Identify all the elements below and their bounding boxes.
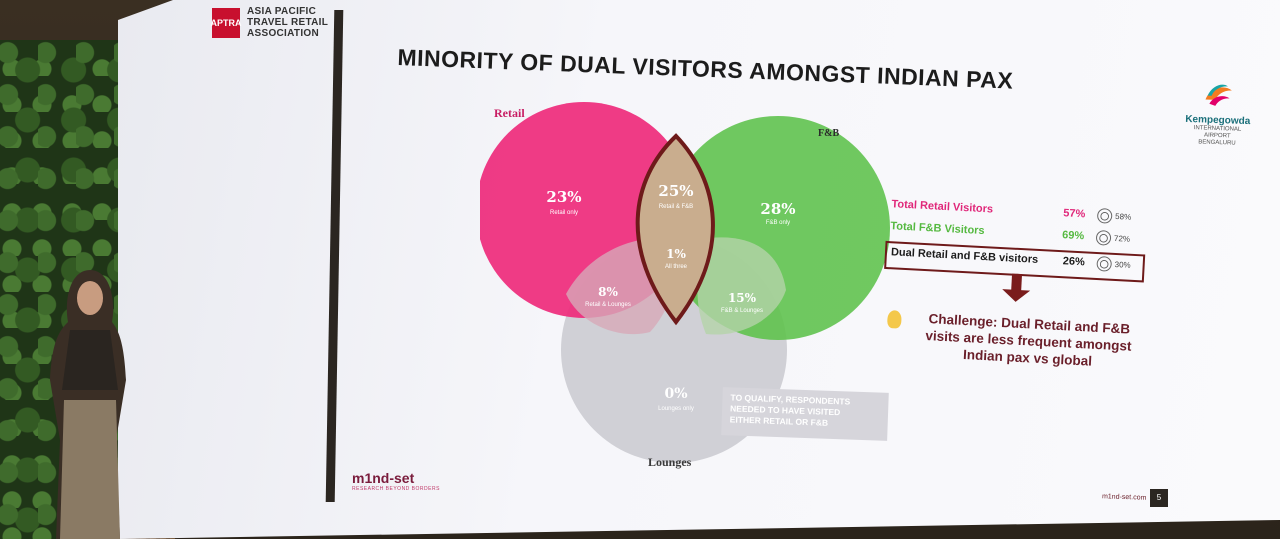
stat-label: Total Retail Visitors — [891, 198, 994, 216]
qualify-text: TO QUALIFY, RESPONDENTS NEEDED TO HAVE V… — [721, 387, 888, 436]
down-arrow-icon — [1011, 273, 1023, 293]
retail-fnb-label: Retail & F&B — [659, 204, 693, 210]
fnb-only-label: F&B only — [766, 220, 790, 226]
lounges-only-label: Lounges only — [658, 406, 694, 412]
global-value: 30% — [1114, 259, 1131, 270]
stat-value: 26% — [1062, 255, 1086, 269]
airport-bird-icon — [1205, 84, 1232, 106]
all-three-value: 1% — [666, 247, 686, 261]
page-number: 5 — [1150, 489, 1168, 507]
qualify-note: TO QUALIFY, RESPONDENTS NEEDED TO HAVE V… — [721, 387, 889, 441]
globe-icon: ◯ — [1095, 229, 1112, 246]
retail-lounges-label: Retail & Lounges — [585, 302, 631, 308]
stat-label: Dual Retail and F&B visitors — [890, 246, 1039, 266]
lounges-circle-label: Lounges — [648, 455, 692, 469]
org-line-2: TRAVEL RETAIL — [247, 17, 329, 28]
lightbulb-icon — [886, 309, 902, 329]
brand-tagline: RESEARCH BEYOND BORDERS — [352, 486, 440, 492]
global-value: 72% — [1113, 233, 1131, 244]
retail-fnb-value: 25% — [658, 182, 693, 200]
apt-ra-logo: APTRA ASIA PACIFIC TRAVEL RETAIL ASSOCIA… — [211, 6, 328, 39]
lounges-only-value: 0% — [664, 386, 687, 402]
stats-panel: Total Retail Visitors 57% ◯ 58% Total F&… — [884, 195, 1148, 293]
apt-ra-text: ASIA PACIFIC TRAVEL RETAIL ASSOCIATION — [247, 6, 328, 39]
stat-value: 69% — [1061, 229, 1085, 243]
footer-url: m1nd-set.com — [1101, 493, 1147, 502]
retail-only-value: 23% — [546, 188, 581, 206]
retail-circle-label: Retail — [494, 106, 525, 120]
globe-icon: ◯ — [1096, 207, 1113, 224]
fnb-lounges-label: F&B & Lounges — [721, 308, 763, 314]
stat-value: 57% — [1062, 207, 1086, 221]
presenter — [50, 270, 126, 539]
brand-name: m1nd-set — [352, 470, 415, 486]
org-line-3: ASSOCIATION — [247, 28, 320, 39]
fnb-circle-label: F&B — [818, 128, 840, 139]
fnb-lounges-value: 15% — [728, 291, 757, 305]
mindset-logo: m1nd-set RESEARCH BEYOND BORDERS — [352, 470, 440, 492]
fnb-only-value: 28% — [760, 200, 795, 218]
stat-label: Total F&B Visitors — [890, 220, 985, 238]
retail-only-label: Retail only — [550, 210, 578, 216]
apt-ra-mark: APTRA — [211, 7, 242, 38]
global-value: 58% — [1114, 211, 1132, 222]
globe-icon: ◯ — [1096, 256, 1113, 272]
fnb-lounges-overlap — [697, 237, 786, 335]
retail-fnb-highlight — [635, 133, 715, 326]
all-three-label: All three — [665, 264, 688, 270]
retail-lounges-value: 8% — [598, 285, 618, 299]
kempegowda-logo: Kempegowda INTERNATIONAL AIRPORT BENGALU… — [1177, 81, 1259, 149]
org-line-1: ASIA PACIFIC — [247, 6, 317, 17]
